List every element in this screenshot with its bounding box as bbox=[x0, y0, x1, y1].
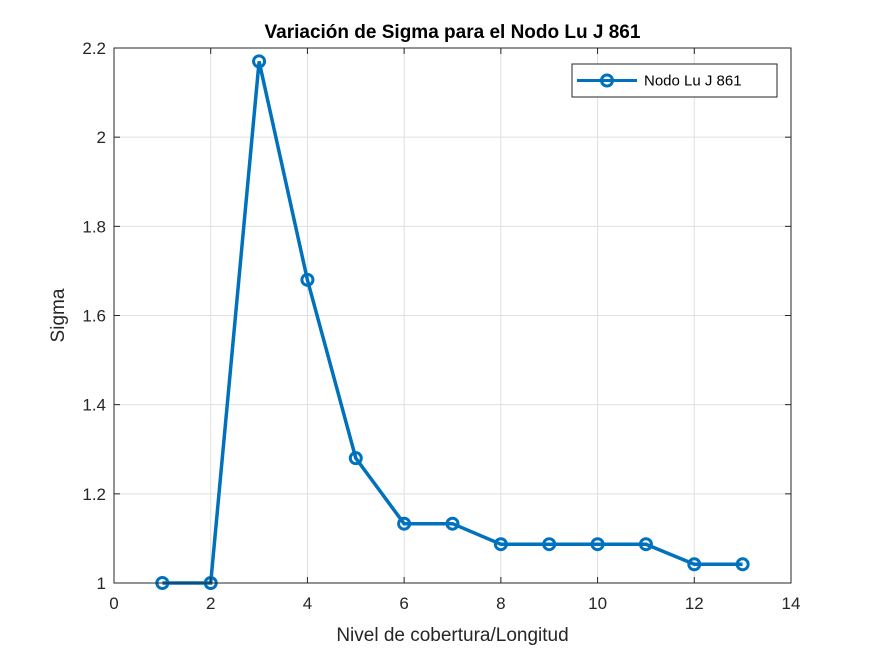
y-tick-label: 1.2 bbox=[82, 485, 106, 504]
data-point bbox=[397, 516, 412, 531]
y-tick-label: 1.8 bbox=[82, 217, 106, 236]
y-tick-label: 1 bbox=[97, 574, 106, 593]
legend-entry-label: Nodo Lu J 861 bbox=[644, 73, 742, 90]
data-point bbox=[735, 557, 750, 572]
data-point bbox=[542, 537, 557, 552]
x-tick-label: 14 bbox=[782, 594, 801, 613]
data-point bbox=[590, 537, 605, 552]
legend: Nodo Lu J 861 bbox=[571, 63, 778, 98]
chart-title: Variación de Sigma para el Nodo Lu J 861 bbox=[265, 22, 641, 43]
axis-ticks: 0 2 4 6 8 10 12 14 1 1.2 1.4 1.6 1.8 2 2.2 bbox=[82, 39, 800, 613]
x-tick-label: 10 bbox=[588, 594, 607, 613]
y-axis-label: Sigma bbox=[48, 288, 69, 342]
x-tick-label: 8 bbox=[496, 594, 505, 613]
data-point bbox=[300, 272, 315, 287]
data-point bbox=[445, 516, 460, 531]
x-tick-label: 2 bbox=[206, 594, 215, 613]
series-line bbox=[162, 61, 743, 585]
legend-marker-icon bbox=[600, 73, 614, 88]
x-axis-label: Nivel de cobertura/Longitud bbox=[336, 625, 568, 646]
x-tick-label: 12 bbox=[685, 594, 704, 613]
y-tick-label: 2 bbox=[97, 128, 106, 147]
y-tick-label: 1.6 bbox=[82, 307, 106, 326]
x-tick-label: 4 bbox=[303, 594, 312, 613]
series-layer bbox=[155, 54, 750, 590]
x-tick-label: 0 bbox=[109, 594, 118, 613]
data-point bbox=[348, 451, 363, 466]
y-tick-label: 2.2 bbox=[82, 39, 106, 58]
y-tick-label: 1.4 bbox=[82, 396, 106, 415]
x-tick-label: 6 bbox=[399, 594, 408, 613]
data-point bbox=[493, 537, 508, 552]
data-point bbox=[252, 54, 267, 69]
data-point bbox=[687, 557, 702, 572]
data-point bbox=[638, 537, 653, 552]
